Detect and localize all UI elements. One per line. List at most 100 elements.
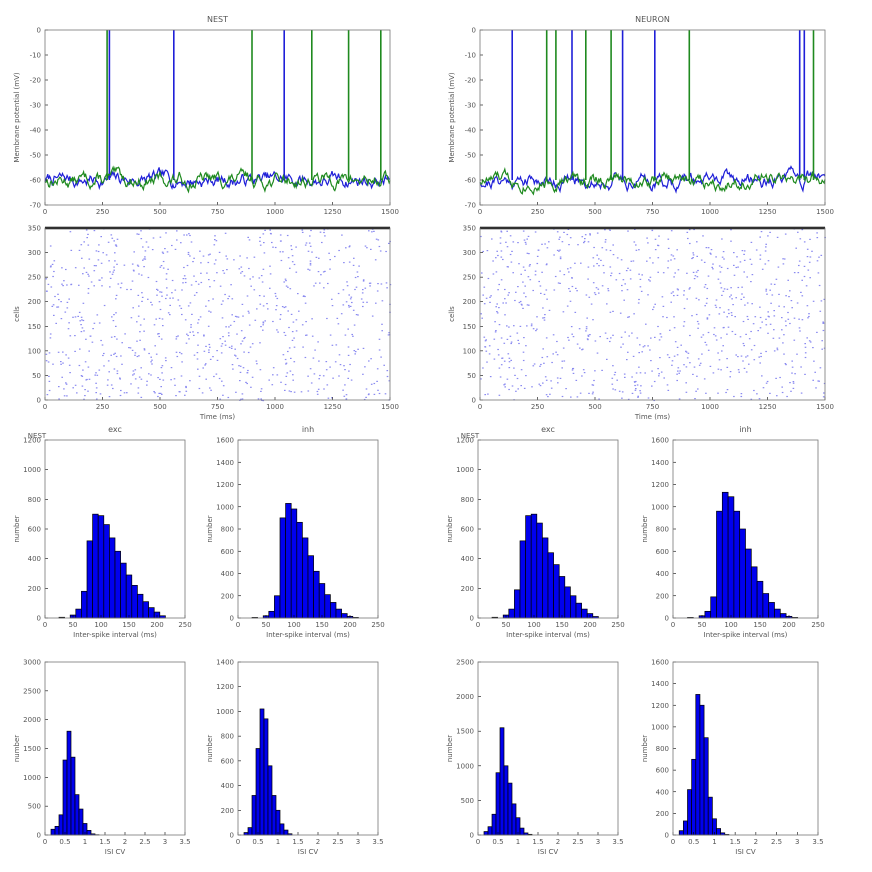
chart-title: NEURON <box>635 15 670 24</box>
spike-dot <box>249 346 252 348</box>
spike-dot <box>773 329 775 331</box>
x-tick-label: 500 <box>153 403 166 411</box>
spike-dot <box>602 264 605 267</box>
spike-dot <box>579 392 582 394</box>
raster-left-chart: 0 250 500 750 1000 1250 1500050100150200250300… <box>13 225 399 422</box>
spike-dot <box>233 259 235 261</box>
spike-dot <box>241 340 244 342</box>
spike-dot <box>87 288 90 290</box>
spike-dot <box>541 356 544 359</box>
spike-dot <box>538 280 540 283</box>
spike-dot <box>529 264 531 266</box>
x-tick-label: 0 <box>671 621 675 629</box>
spike-dot <box>689 362 691 364</box>
spike-dot <box>209 346 211 348</box>
y-tick-label: 1200 <box>651 481 669 489</box>
spike-dot <box>737 356 739 358</box>
spike-dot <box>250 386 252 388</box>
spike-dot <box>52 275 54 278</box>
histogram-bar <box>50 828 56 836</box>
histogram-bar <box>699 704 705 836</box>
histogram-bar <box>507 782 513 836</box>
spike-dot <box>243 275 246 277</box>
spike-dot <box>188 233 190 235</box>
spike-dot <box>822 321 824 323</box>
spike-dot <box>222 394 224 396</box>
spike-dot <box>596 352 599 354</box>
spike-dot <box>115 298 117 300</box>
spike-dot <box>663 377 665 379</box>
spike-dot <box>285 375 288 377</box>
spike-dot <box>524 285 526 287</box>
spike-dot <box>500 364 503 366</box>
spike-dot <box>342 304 345 306</box>
spike-dot <box>51 305 54 307</box>
spike-dot <box>169 304 171 306</box>
spike-dot <box>285 362 288 364</box>
spike-dot <box>587 339 589 341</box>
spike-dot <box>695 313 698 316</box>
spike-dot <box>48 352 51 354</box>
y-tick-label: 1200 <box>216 481 234 489</box>
y-tick-label: 0 <box>230 615 234 623</box>
spike-dot <box>297 293 299 295</box>
spike-dot <box>607 290 610 292</box>
spike-dot <box>132 374 134 376</box>
spike-dot <box>203 334 205 336</box>
spike-dot <box>705 247 708 249</box>
y-tick-label: 800 <box>221 733 234 741</box>
histogram-bar <box>313 570 320 619</box>
spike-dot <box>677 289 679 291</box>
spike-dot <box>575 379 578 381</box>
y-tick-label: 1000 <box>651 723 669 731</box>
spike-dot <box>631 392 634 394</box>
spike-dot <box>197 283 200 285</box>
spike-dot <box>554 275 557 278</box>
spike-dot <box>753 389 755 392</box>
spike-dot <box>307 250 310 252</box>
spike-dot <box>660 371 663 373</box>
spike-dot <box>803 265 806 267</box>
spike-dot <box>151 304 153 306</box>
spike-dot <box>556 354 559 356</box>
spike-dot <box>762 387 765 389</box>
x-axis-label: ISI CV <box>538 848 559 856</box>
membrane-trace <box>479 167 826 196</box>
y-tick-label: 0 <box>37 27 41 35</box>
spike-dot <box>119 378 121 380</box>
spike-dot <box>563 360 566 362</box>
spike-dot <box>513 367 515 369</box>
histogram-bar <box>86 830 92 836</box>
histogram-bar <box>581 608 588 619</box>
x-tick-label: 1000 <box>701 403 719 411</box>
spike-dot <box>610 337 612 339</box>
spike-dot <box>713 327 716 329</box>
spike-dot <box>637 395 639 397</box>
histogram-bar <box>255 748 261 836</box>
y-tick-label: 1500 <box>23 745 41 753</box>
spike-dot <box>671 364 673 366</box>
spike-dot <box>701 353 703 355</box>
spike-dot <box>654 303 656 305</box>
spike-dot <box>746 315 749 318</box>
spike-dot <box>821 348 823 350</box>
spike-dot <box>109 286 111 288</box>
spike-dot <box>203 335 205 337</box>
spike-dot <box>189 234 191 237</box>
spike-dot <box>612 244 614 246</box>
spike-dot <box>621 391 624 393</box>
histogram-bar <box>733 510 741 619</box>
spike-dot <box>696 375 698 377</box>
spike-dot <box>162 325 164 327</box>
spike-dot <box>764 250 767 252</box>
spike-dot <box>226 269 228 271</box>
spike-dot <box>731 314 733 316</box>
spike-dot <box>220 303 223 305</box>
spike-dot <box>638 352 640 354</box>
spike-dot <box>115 312 117 314</box>
spike-dot <box>719 307 721 309</box>
spike-dot <box>714 304 717 306</box>
spike-dot <box>649 280 651 282</box>
spike-dot <box>707 331 710 334</box>
spike-dot <box>304 356 307 359</box>
